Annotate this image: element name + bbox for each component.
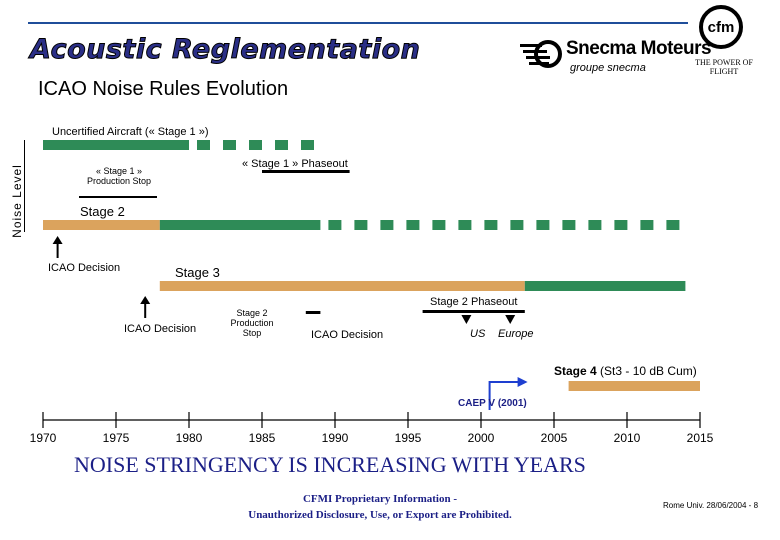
proprietary-line-1: CFMI Proprietary Information -	[302, 493, 458, 505]
stage2-label: Stage 2	[80, 204, 125, 219]
snecma-group: groupe snecma	[570, 62, 646, 74]
stage4-note: (St3 - 10 dB Cum)	[600, 364, 697, 378]
proprietary-line-2: Unauthorized Disclosure, Use, or Export …	[248, 509, 512, 521]
stage1-bar-dash	[275, 140, 288, 150]
europe-marker	[505, 315, 516, 324]
stage2-bar-green-dash	[380, 220, 394, 230]
title-rule	[28, 22, 688, 24]
page-subtitle: ICAO Noise Rules Evolution	[38, 78, 289, 100]
stage1-bar-dash	[223, 140, 236, 150]
stage4-label: Stage 4 (St3 - 10 dB Cum)	[554, 364, 697, 378]
stage1-label: Uncertified Aircraft (« Stage 1 »)	[52, 126, 209, 138]
stage2-phaseout-bar	[422, 310, 525, 313]
icao-decision-label-3: ICAO Decision	[311, 329, 384, 341]
x-axis-tick-label: 1980	[176, 431, 203, 445]
caep-label: CAEP V (2001)	[458, 398, 527, 409]
stage2-bar-green-dash	[588, 220, 602, 230]
icao-decision-label-2: ICAO Decision	[124, 323, 197, 335]
footer-date: Rome Univ. 28/06/2004 - 8	[663, 501, 759, 510]
x-axis-tick-label: 1995	[395, 431, 422, 445]
cfm-logo-text: cfm	[708, 19, 735, 36]
stage1-bar-dash	[301, 140, 314, 150]
stage1-bar-dash	[197, 140, 210, 150]
x-axis-tick-label: 1990	[322, 431, 349, 445]
stage2-production-stop-bar	[305, 311, 321, 314]
stage1-bar	[43, 140, 189, 150]
stage4-bar-tan	[568, 381, 700, 391]
x-axis-tick-label: 2010	[614, 431, 641, 445]
caep-arrow-head	[517, 377, 528, 387]
stage2-production-stop-label: Stage 2 Production Stop	[230, 308, 274, 338]
stage2-bar-green-dash	[562, 220, 576, 230]
snecma-name: Snecma Moteurs	[566, 38, 712, 59]
icao-decision-label-1: ICAO Decision	[48, 262, 121, 274]
icao-decision-arrow-2-head	[140, 296, 151, 304]
x-axis-tick-label: 2015	[687, 431, 714, 445]
stage1-phaseout-label: « Stage 1 » Phaseout	[242, 158, 348, 170]
stage3-bar-green	[524, 281, 686, 291]
stage2-bar-tan	[43, 220, 160, 230]
x-axis-tick-label: 2005	[541, 431, 568, 445]
stage2-bar-green-dash	[510, 220, 524, 230]
stringency-banner: NOISE STRINGENCY IS INCREASING WITH YEAR…	[74, 452, 586, 477]
stage2-phaseout-label: Stage 2 Phaseout	[430, 296, 518, 308]
stage2-bar-green-dash	[354, 220, 368, 230]
stage2-bar-green-dash	[432, 220, 446, 230]
stage4-title: Stage 4	[554, 364, 597, 378]
europe-label: Europe	[498, 328, 534, 340]
x-axis-tick-label: 1970	[30, 431, 57, 445]
stage1-bar-dash	[249, 140, 262, 150]
snecma-logo-icon	[520, 40, 562, 68]
cfm-logo-icon: cfm	[699, 5, 743, 49]
stage2-bar-green-dash	[484, 220, 498, 230]
stage3-label: Stage 3	[175, 265, 220, 280]
x-axis-tick-label: 1975	[103, 431, 130, 445]
us-marker	[461, 315, 472, 324]
stage1-production-stop-label: « Stage 1 » Production Stop	[86, 166, 152, 186]
x-axis-tick-label: 2000	[468, 431, 495, 445]
stage2-bar-green-dash	[536, 220, 550, 230]
stage2-bar-green-dash	[640, 220, 654, 230]
page-title: Acoustic Reglementation	[29, 34, 421, 66]
stage2-bar-green-dash	[666, 220, 680, 230]
y-axis-line	[24, 140, 25, 232]
stage2-bar-green-dash	[328, 220, 342, 230]
stage1-production-stop-bar	[79, 196, 157, 198]
x-axis-tick-label: 1985	[249, 431, 276, 445]
caep-arrow	[488, 381, 520, 410]
stage2-bar-green-dash	[458, 220, 472, 230]
icao-decision-arrow-1-head	[52, 236, 63, 244]
stage2-bar-green-dash	[614, 220, 628, 230]
stage2-bar-green-dash	[406, 220, 420, 230]
stage1-phaseout-bar	[262, 170, 350, 173]
stage3-bar-tan	[159, 281, 525, 291]
cfm-slogan: THE POWER OF FLIGHT	[695, 58, 753, 76]
stage2-bar-green	[159, 220, 321, 230]
us-label: US	[470, 328, 486, 340]
